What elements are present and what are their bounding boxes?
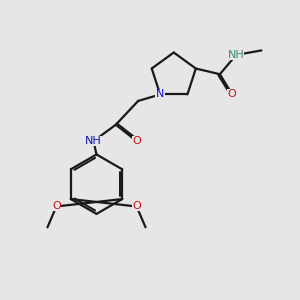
Bar bbox=[227, 89, 236, 98]
Text: O: O bbox=[227, 88, 236, 98]
Bar bbox=[155, 90, 165, 99]
Text: O: O bbox=[52, 202, 61, 212]
Bar bbox=[228, 50, 244, 60]
Text: N: N bbox=[156, 89, 164, 100]
Text: NH: NH bbox=[85, 136, 102, 146]
Bar bbox=[85, 136, 102, 146]
Text: NH: NH bbox=[228, 50, 244, 60]
Bar bbox=[52, 202, 61, 211]
Bar bbox=[132, 202, 141, 211]
Text: O: O bbox=[132, 136, 141, 146]
Bar bbox=[132, 136, 141, 146]
Text: O: O bbox=[132, 202, 141, 212]
